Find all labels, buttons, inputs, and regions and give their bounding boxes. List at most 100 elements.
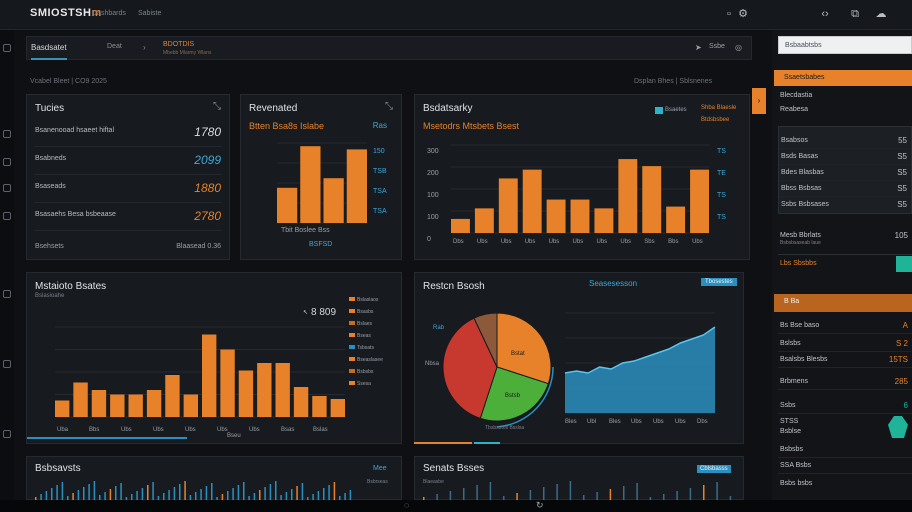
legend-item[interactable]: Ssesa bbox=[349, 381, 399, 393]
legend-item[interactable]: Bsasbs bbox=[349, 309, 399, 321]
clock-icon[interactable] bbox=[3, 360, 11, 368]
expand-icon[interactable]: ⧉ bbox=[851, 8, 859, 20]
list-item[interactable]: Bsbs bsbs bbox=[780, 480, 813, 487]
bar[interactable] bbox=[618, 159, 638, 233]
bar[interactable] bbox=[128, 394, 143, 418]
back-icon[interactable]: ◌ bbox=[404, 500, 410, 510]
bar[interactable] bbox=[546, 199, 566, 233]
list-item[interactable]: Bslsbs S 2 bbox=[778, 336, 912, 352]
nav-link-dashboards[interactable]: Dashbards bbox=[92, 10, 126, 17]
pie-chart[interactable] bbox=[425, 303, 565, 433]
nav-link-sabiste[interactable]: Sabiste bbox=[138, 10, 162, 17]
list-item[interactable]: Bsabsos 55 bbox=[779, 133, 911, 149]
list-icon[interactable] bbox=[3, 184, 11, 192]
bar[interactable] bbox=[498, 178, 518, 233]
pin-icon[interactable]: ↖ bbox=[303, 310, 309, 316]
list-item[interactable]: SSA Bsbs bbox=[778, 458, 912, 474]
grid-icon[interactable] bbox=[3, 130, 11, 138]
orange-label[interactable]: Lbs Sbsbbs bbox=[780, 260, 817, 267]
list-item[interactable]: Ssbs 6 bbox=[778, 398, 912, 414]
bar[interactable] bbox=[570, 199, 590, 233]
bar[interactable] bbox=[55, 400, 70, 418]
bar[interactable] bbox=[312, 396, 327, 417]
list-item[interactable]: Bs Bse baso A bbox=[778, 318, 912, 334]
cloud-icon[interactable]: ☁ bbox=[875, 8, 887, 20]
tab-deat[interactable]: Deat bbox=[107, 43, 122, 50]
list-item[interactable]: Bdes Blasbas S5 bbox=[779, 165, 911, 181]
list-item[interactable]: Brbmens 285 bbox=[778, 374, 912, 390]
chart-icon[interactable] bbox=[3, 158, 11, 166]
list-item[interactable]: Reabesa bbox=[780, 106, 809, 113]
list-item[interactable]: Blecdastia bbox=[780, 92, 813, 99]
pie-slice[interactable] bbox=[442, 317, 498, 419]
tab-basdsatet[interactable]: Basdsatet bbox=[31, 43, 67, 60]
bar[interactable] bbox=[165, 375, 180, 417]
bar[interactable] bbox=[238, 370, 254, 418]
bottom-left-badge[interactable]: Mee bbox=[373, 465, 387, 472]
search-icon[interactable]: ◎ bbox=[735, 43, 742, 52]
alert-icon[interactable] bbox=[3, 290, 11, 298]
side-collapse-tab[interactable]: › bbox=[752, 88, 766, 114]
bar[interactable] bbox=[257, 363, 272, 417]
revenue-chart[interactable]: 150 TSB TSA TSA bbox=[241, 135, 403, 235]
ticker-row[interactable]: Bsabneds 2099 bbox=[35, 151, 221, 175]
scroll-indicator[interactable] bbox=[27, 437, 187, 439]
legend-item[interactable]: Bslaes bbox=[349, 321, 399, 333]
chevron-left-icon[interactable]: ‹› bbox=[821, 8, 829, 20]
bottom-right-badge[interactable]: Cblsbasss bbox=[697, 465, 731, 473]
bar[interactable] bbox=[666, 206, 686, 233]
bar[interactable] bbox=[146, 390, 162, 417]
legend-item[interactable]: Bseas bbox=[349, 333, 399, 345]
pie-slice[interactable] bbox=[479, 366, 549, 422]
list-item[interactable]: Bsalsbs Blesbs 15TS bbox=[778, 352, 912, 368]
list-item[interactable]: Ssbs Bsbsases S5 bbox=[781, 200, 907, 209]
bar[interactable] bbox=[522, 169, 542, 233]
tab-bdotdis[interactable]: BDOTDIS bbox=[163, 41, 195, 48]
bar[interactable] bbox=[183, 394, 198, 418]
bar[interactable] bbox=[300, 146, 321, 223]
bar[interactable] bbox=[293, 387, 309, 417]
bar[interactable] bbox=[323, 178, 344, 223]
pie-slice[interactable] bbox=[473, 312, 498, 368]
filter-header[interactable]: Ssaetsbabes bbox=[774, 70, 912, 86]
bar[interactable] bbox=[277, 187, 298, 223]
bar[interactable] bbox=[346, 149, 367, 223]
bar[interactable] bbox=[451, 218, 470, 233]
user-icon[interactable] bbox=[3, 212, 11, 220]
bar[interactable] bbox=[110, 394, 125, 418]
collapse-icon[interactable]: ⤡ bbox=[385, 101, 393, 112]
bar[interactable] bbox=[594, 208, 614, 233]
send-label[interactable]: Ssbe bbox=[709, 43, 725, 50]
settings-icon[interactable]: ⚙ bbox=[738, 8, 748, 20]
list-item[interactable]: STSS bbox=[780, 418, 799, 425]
list-item[interactable]: Bsds Basas S5 bbox=[779, 149, 911, 165]
settings-rail-icon[interactable] bbox=[3, 430, 11, 438]
ticker-row[interactable]: Bsanenooad hsaeet hiftal 1780 bbox=[35, 123, 221, 147]
bar[interactable] bbox=[73, 382, 88, 418]
ticker-row[interactable]: Bsasaehs Besa bsbeaase 2780 bbox=[35, 207, 221, 231]
bar[interactable] bbox=[690, 169, 709, 233]
bar[interactable] bbox=[202, 334, 217, 418]
list-item[interactable]: Bsblse bbox=[780, 428, 802, 435]
bottom-right-chart[interactable] bbox=[415, 477, 745, 501]
legend-item[interactable]: Tsbsats bbox=[349, 345, 399, 357]
legend-item[interactable]: Bseaslasee bbox=[349, 357, 399, 369]
legend-item[interactable]: Bsbsbs bbox=[349, 369, 399, 381]
chevron-right-icon[interactable]: › bbox=[143, 43, 146, 52]
bar[interactable] bbox=[220, 349, 235, 418]
area-badge[interactable]: Tbosestes bbox=[701, 278, 737, 286]
bar[interactable] bbox=[642, 166, 662, 233]
refresh-icon[interactable]: ↻ bbox=[536, 500, 544, 510]
bar[interactable] bbox=[474, 208, 494, 233]
list-item[interactable]: Bsbsbs bbox=[778, 442, 912, 458]
area-chart[interactable]: Bles Ubl Bles Ubs Ubs Ubs Dbs bbox=[555, 303, 741, 433]
list-item[interactable]: Mesb Bbrlats 105 bbox=[780, 231, 908, 240]
markets-chart[interactable]: Uba Bbs Ubs Ubs Ubs Ubs Ubs Bsas Bslas bbox=[27, 317, 403, 439]
bar[interactable] bbox=[91, 390, 107, 417]
bar[interactable] bbox=[330, 399, 345, 417]
search-input[interactable]: Bsbaabtsbs bbox=[778, 36, 912, 54]
app-logo[interactable]: SMIOSTSHm bbox=[30, 7, 102, 19]
collapse-icon[interactable]: ⤡ bbox=[213, 101, 221, 112]
bar[interactable] bbox=[275, 363, 290, 417]
breakdown-chart[interactable]: 300 200 100 100 0 Dbs Ubs Ubs Ubs Ubs Ubs Ubs Ubs Sbs… bbox=[415, 139, 751, 253]
